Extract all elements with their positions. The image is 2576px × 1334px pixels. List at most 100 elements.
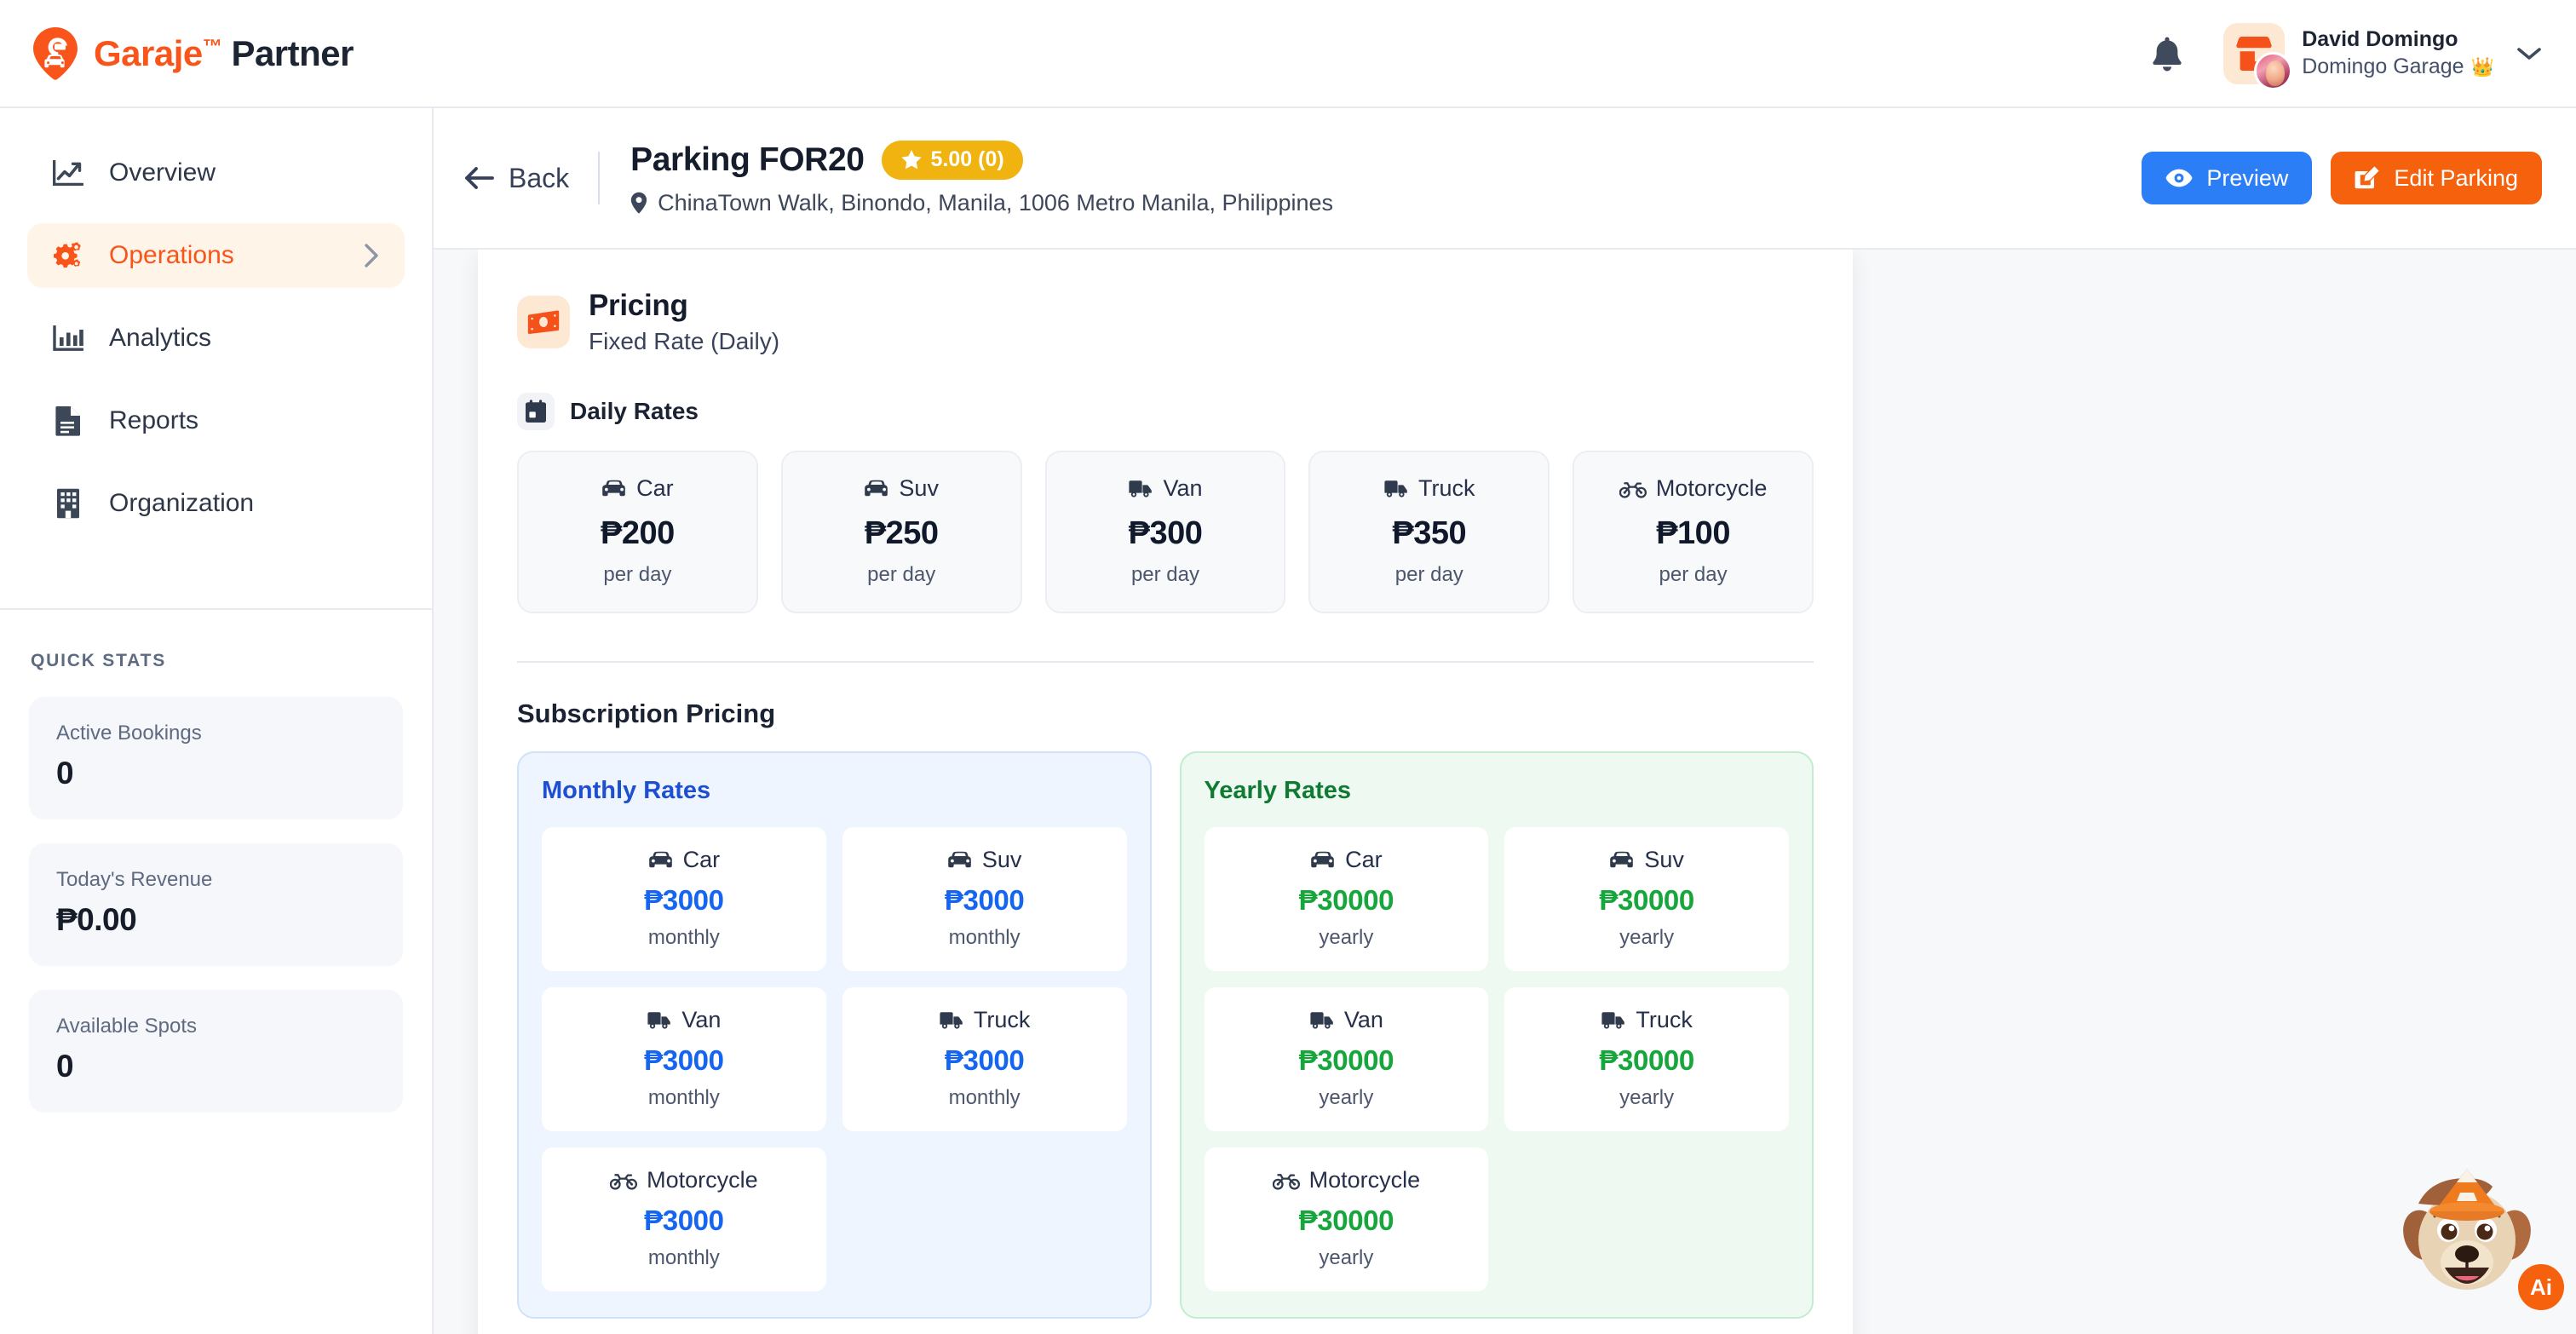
rate-price: ₱30000: [1599, 884, 1694, 916]
sidebar-item-reports[interactable]: Reports: [27, 388, 405, 453]
sidebar-item-overview[interactable]: Overview: [27, 141, 405, 205]
yearly-rates-grid: Car ₱30000 yearly Suv ₱30000 yearly: [1204, 827, 1789, 1291]
rate-card-head: Suv: [1513, 847, 1780, 873]
user-account-menu[interactable]: David Domingo Domingo Garage 👑: [2223, 22, 2542, 90]
page-address: ChinaTown Walk, Binondo, Manila, 1006 Me…: [630, 190, 1333, 216]
rate-unit: per day: [1130, 563, 1200, 586]
rate-price: ₱350: [1392, 515, 1467, 551]
rate-vehicle-label: Motorcycle: [647, 1167, 758, 1193]
rating-value: 5.00 (0): [930, 147, 1004, 171]
notifications-button[interactable]: [2147, 33, 2188, 74]
truck-icon: [647, 1011, 671, 1029]
brand-suffix: Partner: [231, 32, 354, 73]
daily-rate-card-suv: Suv ₱250 per day: [780, 451, 1022, 613]
monthly-rate-card-suv: Suv ₱3000 monthly: [842, 827, 1127, 971]
trademark-symbol: ™: [202, 34, 222, 57]
rate-price: ₱200: [601, 515, 675, 551]
rate-price: ₱3000: [644, 884, 724, 916]
stat-value: 0: [56, 756, 74, 791]
rate-price: ₱300: [1128, 515, 1203, 551]
monthly-rates-panel: Monthly Rates Car ₱3000 monthly Suv: [517, 751, 1152, 1319]
user-name: David Domingo: [2302, 27, 2458, 52]
avatar: [2223, 22, 2293, 90]
pricing-section-subtitle: Fixed Rate (Daily): [589, 328, 780, 354]
rate-unit: monthly: [647, 926, 720, 949]
rate-card-head: Car: [550, 847, 818, 873]
rate-card-head: Suv: [851, 847, 1118, 873]
rating-badge[interactable]: 5.00 (0): [881, 140, 1023, 180]
car-icon: [1311, 851, 1334, 867]
monthly-rate-card-truck: Truck ₱3000 monthly: [842, 987, 1127, 1131]
money-bill-icon: [527, 310, 560, 335]
sidebar-item-analytics[interactable]: Analytics: [27, 306, 405, 371]
rate-price: ₱30000: [1298, 1205, 1394, 1236]
gears-icon: [51, 242, 85, 269]
rate-vehicle-label: Van: [681, 1007, 722, 1032]
content-scroll-area[interactable]: Pricing Fixed Rate (Daily) Daily Rates: [434, 250, 2576, 1334]
quick-stats-list: Active Bookings 0 Today's Revenue ₱0.00 …: [0, 671, 432, 1113]
crown-icon: 👑: [2470, 55, 2494, 78]
ai-assistant-badge[interactable]: Ai: [2518, 1264, 2564, 1310]
chevron-down-icon[interactable]: [2516, 45, 2542, 62]
rate-price: ₱3000: [644, 1044, 724, 1076]
star-icon: [900, 150, 922, 170]
edit-parking-label: Edit Parking: [2394, 164, 2518, 191]
user-identity: David Domingo Domingo Garage 👑: [2302, 27, 2494, 79]
rate-card-head: Truck: [1319, 475, 1539, 502]
rate-unit: monthly: [647, 1246, 720, 1269]
brand-logo[interactable]: Garaje™ Partner: [0, 26, 354, 80]
document-icon: [51, 405, 85, 436]
rate-price: ₱3000: [944, 1044, 1025, 1076]
pricing-section-title: Pricing: [589, 289, 688, 322]
stat-label: Active Bookings: [56, 722, 202, 745]
daily-rates-header: Daily Rates: [517, 393, 1814, 430]
subscription-pricing-title: Subscription Pricing: [517, 699, 776, 728]
edit-parking-button[interactable]: Edit Parking: [2331, 152, 2542, 204]
eye-icon: [2166, 169, 2193, 187]
rate-price: ₱100: [1656, 515, 1730, 551]
truck-icon: [1384, 480, 1407, 497]
section-divider: [517, 661, 1814, 663]
sidebar-item-label: Operations: [109, 241, 234, 269]
sidebar-item-organization[interactable]: Organization: [27, 471, 405, 536]
rate-card-head: Van: [1213, 1007, 1481, 1033]
rate-vehicle-label: Suv: [899, 475, 939, 501]
stat-card-todays-revenue: Today's Revenue ₱0.00: [29, 843, 403, 966]
sidebar-nav: Overview Operations Analytics Reports: [0, 108, 432, 536]
car-icon: [948, 851, 971, 867]
ai-assistant-mascot-dog[interactable]: [2382, 1157, 2561, 1327]
rate-card-head: Car: [1213, 847, 1481, 873]
rate-card-head: Truck: [851, 1007, 1118, 1033]
car-icon: [602, 480, 625, 496]
car-icon: [865, 480, 888, 496]
truck-icon: [940, 1011, 963, 1029]
top-navigation-bar: Garaje™ Partner David Domingo: [0, 0, 2576, 108]
rate-vehicle-label: Car: [636, 475, 674, 501]
stat-label: Today's Revenue: [56, 868, 213, 891]
rate-vehicle-label: Car: [1345, 847, 1383, 872]
yearly-rate-card-car: Car ₱30000 yearly: [1204, 827, 1489, 971]
motorcycle-icon: [1272, 1173, 1300, 1190]
page-title: Parking FOR20: [630, 141, 865, 178]
user-organization-label: Domingo Garage: [2302, 55, 2464, 78]
rate-card-head: Van: [550, 1007, 818, 1033]
chevron-right-icon[interactable]: [362, 243, 381, 268]
sidebar: Overview Operations Analytics Reports: [0, 108, 434, 1334]
page-header-actions: Preview Edit Parking: [2142, 152, 2542, 204]
sidebar-item-label: Overview: [109, 158, 216, 187]
daily-rate-card-truck: Truck ₱350 per day: [1308, 451, 1550, 613]
back-button[interactable]: Back: [464, 163, 598, 194]
rate-vehicle-label: Suv: [981, 847, 1022, 872]
page-header: Back Parking FOR20 5.00 (0) ChinaTown Wa…: [434, 108, 2576, 250]
monthly-rates-grid: Car ₱3000 monthly Suv ₱3000 monthly: [542, 827, 1127, 1291]
subscription-panels-row: Monthly Rates Car ₱3000 monthly Suv: [517, 751, 1814, 1319]
yearly-rate-card-suv: Suv ₱30000 yearly: [1504, 827, 1789, 971]
arrow-left-icon: [465, 167, 494, 189]
rate-vehicle-label: Van: [1163, 475, 1203, 501]
sidebar-item-operations[interactable]: Operations: [27, 223, 405, 288]
stat-value: ₱0.00: [56, 902, 137, 937]
preview-button[interactable]: Preview: [2142, 152, 2313, 204]
yearly-rates-panel: Yearly Rates Car ₱30000 yearly Suv: [1179, 751, 1814, 1319]
rate-vehicle-label: Truck: [1418, 475, 1475, 501]
topbar-right-cluster: David Domingo Domingo Garage 👑: [2147, 22, 2576, 90]
